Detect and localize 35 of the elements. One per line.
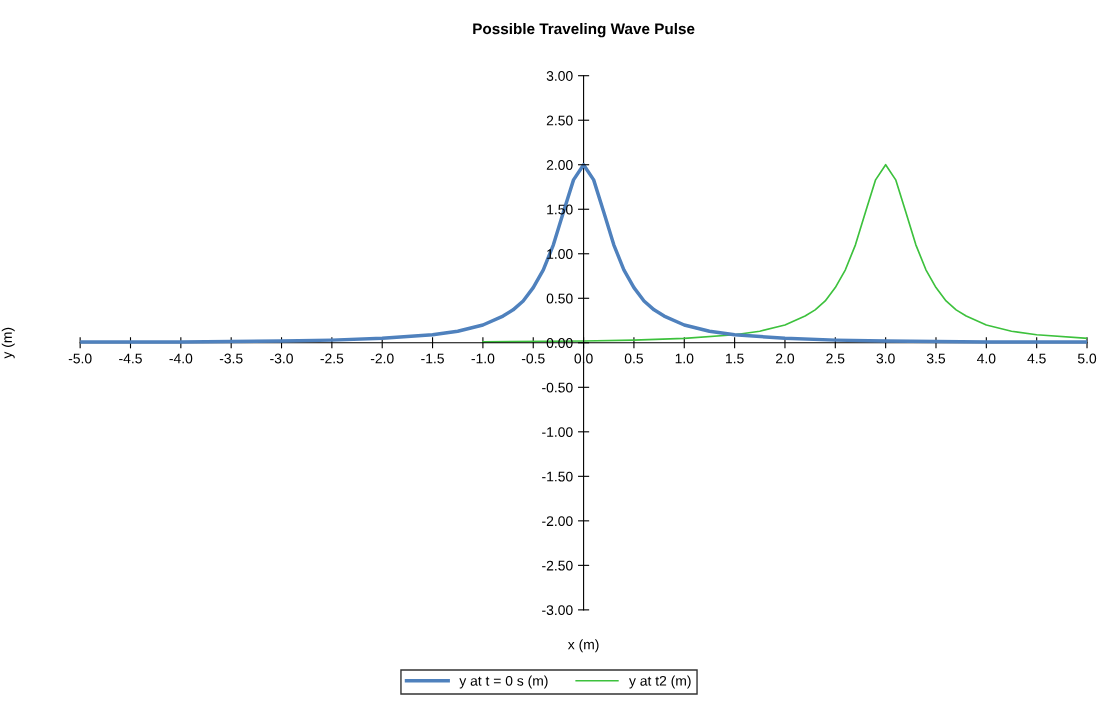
- x-tick-label: 5.0: [1077, 353, 1097, 364]
- x-tick-label: 1.5: [726, 353, 744, 364]
- x-tick-label: -1.0: [471, 353, 495, 364]
- y-tick-label: -0.50: [542, 382, 573, 393]
- legend-label: y at t2 (m): [629, 675, 691, 689]
- x-tick-label: -2.0: [370, 353, 394, 364]
- x-tick-label: 2.5: [826, 353, 845, 364]
- x-tick-label: -3.0: [270, 353, 293, 364]
- x-tick-label: 2.0: [776, 353, 795, 364]
- chart-title: Possible Traveling Wave Pulse: [473, 22, 695, 38]
- x-tick-label: -5.0: [68, 353, 92, 364]
- y-tick-label: 2.50: [546, 115, 573, 126]
- x-tick-label: -0.5: [521, 353, 545, 364]
- x-tick-label: -3.5: [219, 353, 243, 364]
- x-tick-label: 0.5: [624, 353, 643, 364]
- y-tick-label: 2.00: [546, 160, 573, 170]
- x-tick-label: -4.5: [119, 353, 142, 364]
- y-tick-label: 0.50: [546, 293, 573, 304]
- y-tick-label: -3.00: [542, 605, 573, 616]
- y-axis-title: y (m): [1, 327, 15, 359]
- x-tick-label: 3.0: [876, 353, 895, 364]
- x-tick-label: 3.5: [926, 353, 946, 364]
- x-tick-label: -4.0: [169, 353, 193, 364]
- x-tick-label: 4.0: [977, 353, 996, 364]
- y-tick-label: -2.00: [542, 516, 573, 527]
- x-tick-label: 4.5: [1027, 353, 1046, 364]
- x-tick-label: 1.0: [675, 353, 694, 364]
- legend-label: y at t = 0 s (m): [459, 675, 548, 689]
- x-tick-label: -2.5: [320, 353, 344, 364]
- y-tick-label: -1.00: [542, 427, 573, 437]
- x-axis-title: x (m): [567, 639, 599, 653]
- x-tick-label: -1.5: [421, 353, 444, 364]
- y-tick-label: -2.50: [542, 560, 573, 571]
- y-tick-label: -1.50: [542, 471, 573, 482]
- y-tick-label: 3.00: [546, 71, 573, 81]
